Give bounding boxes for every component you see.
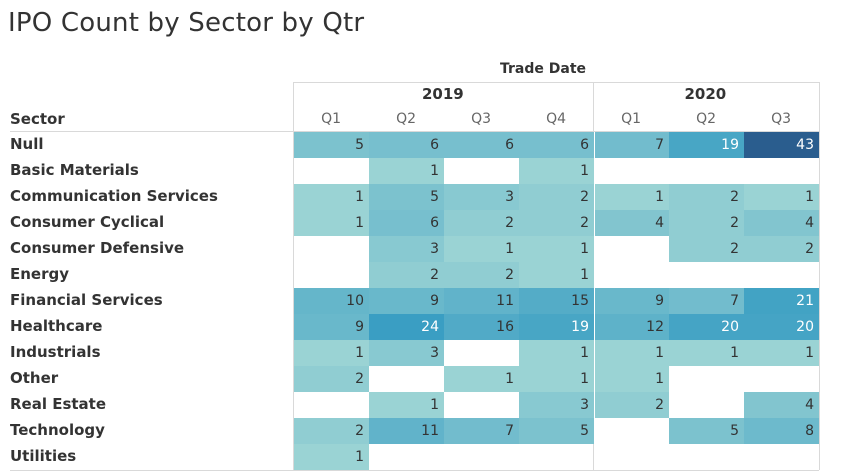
row-label-communication-services: Communication Services [10, 187, 218, 205]
heatmap-cell: 1 [444, 366, 519, 392]
row-label-real-estate: Real Estate [10, 395, 107, 413]
header-divider [294, 82, 819, 83]
row-label-consumer-cyclical: Consumer Cyclical [10, 213, 165, 231]
row-header-sector: Sector [10, 110, 65, 128]
heatmap-cell: 1 [294, 444, 369, 470]
heatmap-cell: 2 [519, 184, 594, 210]
heatmap-cell: 1 [294, 184, 369, 210]
heatmap-cell: 3 [369, 340, 444, 366]
row-label-consumer-defensive: Consumer Defensive [10, 239, 185, 257]
heatmap-cell: 1 [595, 184, 669, 210]
heatmap-cell: 11 [369, 418, 444, 444]
quarter-label-2020-Q1: Q1 [621, 111, 641, 127]
heatmap-cell: 1 [595, 340, 669, 366]
year-label-2019: 2019 [422, 85, 464, 103]
heatmap-cell: 16 [444, 314, 519, 340]
heatmap-cell: 6 [369, 210, 444, 236]
heatmap-cell: 21 [744, 288, 819, 314]
row-label-basic-materials: Basic Materials [10, 161, 139, 179]
heatmap-cell: 1 [294, 340, 369, 366]
column-header-trade-date: Trade Date [500, 61, 587, 77]
heatmap-cell: 6 [519, 132, 594, 158]
heatmap-cell: 4 [744, 392, 819, 418]
heatmap-cell: 2 [669, 236, 744, 262]
heatmap-cell: 43 [744, 132, 819, 158]
year-label-2020: 2020 [684, 85, 727, 103]
heatmap-cell: 1 [519, 366, 594, 392]
heatmap-cell: 20 [669, 314, 744, 340]
heatmap-cell: 5 [369, 184, 444, 210]
quarter-label-2019-Q4: Q4 [546, 111, 566, 127]
heatmap-cell: 3 [369, 236, 444, 262]
heatmap-cell: 5 [669, 418, 744, 444]
heatmap-cell: 1 [444, 236, 519, 262]
heatmap-cell: 2 [519, 210, 594, 236]
column-divider [293, 82, 294, 470]
row-label-other: Other [10, 369, 59, 387]
table-bottom-border [10, 470, 819, 471]
heatmap-cell: 1 [519, 262, 594, 288]
heatmap-cell: 1 [519, 158, 594, 184]
chart-title: IPO Count by Sector by Qtr [8, 8, 365, 38]
column-divider [819, 82, 820, 470]
heatmap-cell: 1 [369, 158, 444, 184]
heatmap-cell: 24 [369, 314, 444, 340]
header-divider [10, 131, 819, 132]
heatmap-cell: 2 [444, 262, 519, 288]
heatmap-cell: 2 [369, 262, 444, 288]
heatmap-cell: 2 [595, 392, 669, 418]
heatmap-cell: 12 [595, 314, 669, 340]
heatmap-cell: 7 [595, 132, 669, 158]
heatmap-cell: 11 [444, 288, 519, 314]
heatmap-cell: 8 [744, 418, 819, 444]
heatmap-cell: 9 [595, 288, 669, 314]
heatmap-cell: 1 [294, 210, 369, 236]
heatmap-cell: 10 [294, 288, 369, 314]
quarter-label-2019-Q1: Q1 [321, 111, 341, 127]
heatmap-cell: 1 [744, 340, 819, 366]
heatmap-cell: 1 [519, 236, 594, 262]
heatmap-cell: 4 [595, 210, 669, 236]
heatmap-cell: 15 [519, 288, 594, 314]
heatmap-cell: 9 [369, 288, 444, 314]
row-label-healthcare: Healthcare [10, 317, 103, 335]
heatmap-cell: 3 [519, 392, 594, 418]
heatmap-cell: 2 [444, 210, 519, 236]
heatmap-cell: 19 [669, 132, 744, 158]
heatmap-cell: 19 [519, 314, 594, 340]
heatmap-cell: 2 [744, 236, 819, 262]
heatmap-cell: 2 [669, 184, 744, 210]
row-label-financial-services: Financial Services [10, 291, 163, 309]
heatmap-cell: 20 [744, 314, 819, 340]
heatmap-cell: 2 [294, 418, 369, 444]
heatmap-cell: 5 [294, 132, 369, 158]
quarter-label-2019-Q3: Q3 [471, 111, 491, 127]
quarter-label-2020-Q3: Q3 [771, 111, 791, 127]
row-label-energy: Energy [10, 265, 70, 283]
heatmap-cell: 1 [369, 392, 444, 418]
quarter-label-2019-Q2: Q2 [396, 111, 416, 127]
quarter-label-2020-Q2: Q2 [696, 111, 716, 127]
heatmap-cell: 3 [444, 184, 519, 210]
heatmap-cell: 7 [669, 288, 744, 314]
heatmap-cell: 1 [519, 340, 594, 366]
heatmap-cell: 6 [444, 132, 519, 158]
row-label-null: Null [10, 135, 44, 153]
heatmap-cell: 9 [294, 314, 369, 340]
heatmap-cell: 2 [294, 366, 369, 392]
heatmap-cell: 7 [444, 418, 519, 444]
heatmap-cell: 1 [744, 184, 819, 210]
heatmap-cell: 6 [369, 132, 444, 158]
heatmap-cell: 4 [744, 210, 819, 236]
heatmap-cell: 5 [519, 418, 594, 444]
heatmap-cell: 2 [669, 210, 744, 236]
heatmap-cell: 1 [595, 366, 669, 392]
heatmap-cell: 1 [669, 340, 744, 366]
row-label-technology: Technology [10, 421, 105, 439]
row-label-industrials: Industrials [10, 343, 101, 361]
row-label-utilities: Utilities [10, 447, 77, 465]
